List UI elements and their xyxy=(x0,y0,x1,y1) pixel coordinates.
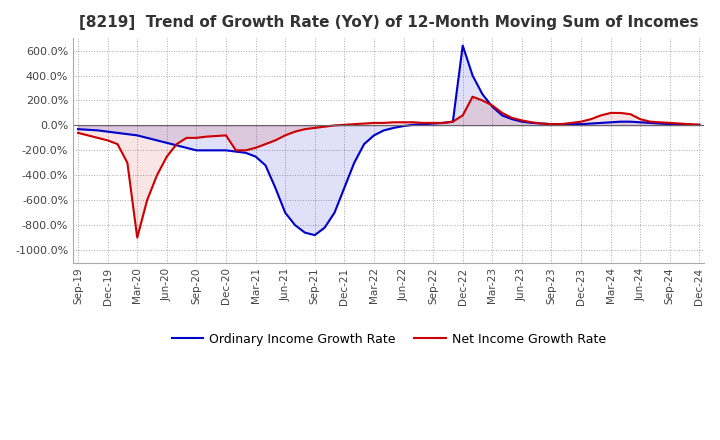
Line: Ordinary Income Growth Rate: Ordinary Income Growth Rate xyxy=(78,46,699,235)
Net Income Growth Rate xyxy=(488,103,497,108)
Legend: Ordinary Income Growth Rate, Net Income Growth Rate: Ordinary Income Growth Rate, Net Income … xyxy=(166,327,611,351)
Ordinary Income Growth Rate xyxy=(695,122,703,128)
Ordinary Income Growth Rate xyxy=(488,104,497,109)
Net Income Growth Rate xyxy=(73,130,82,136)
Net Income Growth Rate xyxy=(468,94,477,99)
Ordinary Income Growth Rate xyxy=(459,43,467,48)
Ordinary Income Growth Rate xyxy=(340,185,348,191)
Ordinary Income Growth Rate xyxy=(390,125,398,131)
Net Income Growth Rate xyxy=(133,235,142,240)
Ordinary Income Growth Rate xyxy=(310,232,319,238)
Net Income Growth Rate xyxy=(340,122,348,128)
Line: Net Income Growth Rate: Net Income Growth Rate xyxy=(78,97,699,238)
Net Income Growth Rate xyxy=(163,154,171,159)
Net Income Growth Rate xyxy=(695,122,703,128)
Net Income Growth Rate xyxy=(498,110,506,116)
Net Income Growth Rate xyxy=(390,120,398,125)
Ordinary Income Growth Rate xyxy=(153,138,161,143)
Ordinary Income Growth Rate xyxy=(429,121,438,126)
Title: [8219]  Trend of Growth Rate (YoY) of 12-Month Moving Sum of Incomes: [8219] Trend of Growth Rate (YoY) of 12-… xyxy=(79,15,698,30)
Ordinary Income Growth Rate xyxy=(73,126,82,132)
Net Income Growth Rate xyxy=(429,120,438,125)
Ordinary Income Growth Rate xyxy=(498,113,506,118)
